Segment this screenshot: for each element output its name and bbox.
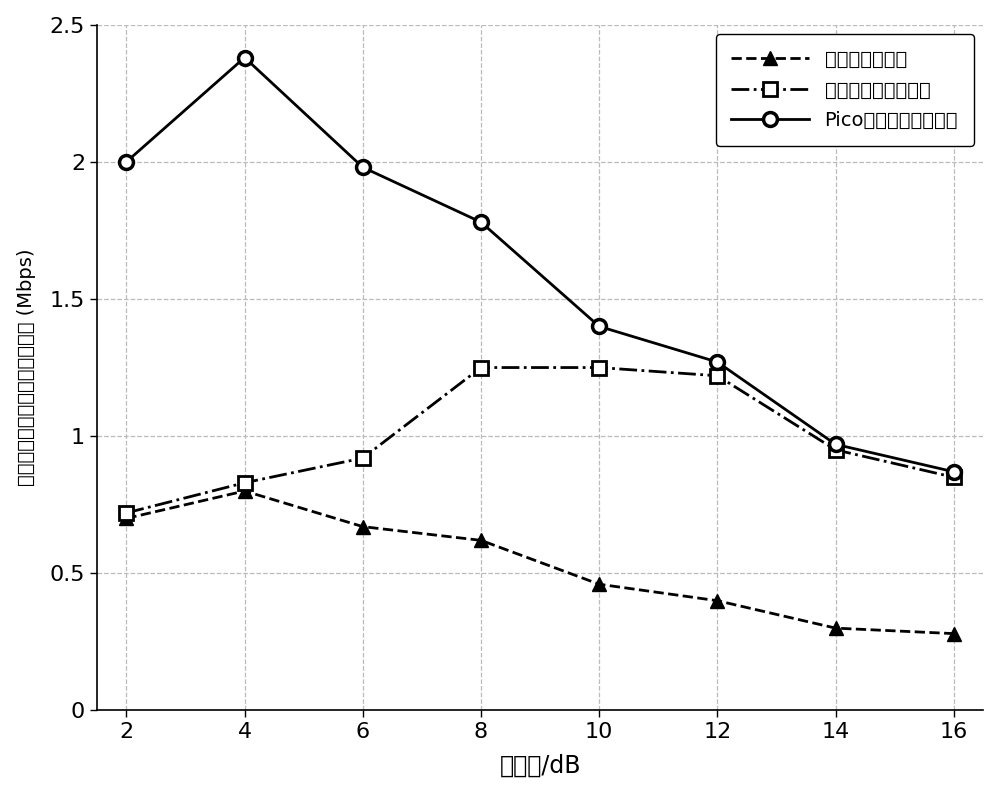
Legend: 无干扰管理方法, 宏基站功率降低方法, Pico基站功率提高方法: 无干扰管理方法, 宏基站功率降低方法, Pico基站功率提高方法 — [716, 34, 974, 146]
无干扰管理方法 — [830, 623, 842, 633]
宏基站功率降低方法 — [357, 453, 369, 463]
无干扰管理方法 — [593, 580, 605, 589]
Line: Pico基站功率提高方法: Pico基站功率提高方法 — [119, 51, 961, 479]
Line: 无干扰管理方法: 无干扰管理方法 — [119, 484, 961, 641]
宏基站功率降低方法 — [948, 472, 960, 482]
Pico基站功率提高方法 — [357, 163, 369, 172]
宏基站功率降低方法 — [830, 445, 842, 455]
宏基站功率降低方法 — [239, 478, 251, 488]
Line: 宏基站功率降低方法: 宏基站功率降低方法 — [119, 360, 961, 520]
宏基站功率降低方法 — [120, 508, 132, 518]
无干扰管理方法 — [120, 514, 132, 523]
X-axis label: 偏置值/dB: 偏置值/dB — [499, 754, 581, 777]
无干扰管理方法 — [475, 536, 487, 545]
无干扰管理方法 — [357, 522, 369, 531]
Pico基站功率提高方法 — [120, 157, 132, 167]
宏基站功率降低方法 — [711, 371, 723, 380]
宏基站功率降低方法 — [593, 363, 605, 372]
无干扰管理方法 — [239, 486, 251, 495]
Pico基站功率提高方法 — [475, 218, 487, 227]
无干扰管理方法 — [948, 629, 960, 638]
Y-axis label: 小区范围扩展用户的平均吸吐量 (Mbps): 小区范围扩展用户的平均吸吐量 (Mbps) — [17, 249, 36, 486]
无干扰管理方法 — [711, 596, 723, 606]
Pico基站功率提高方法 — [239, 53, 251, 63]
宏基站功率降低方法 — [475, 363, 487, 372]
Pico基站功率提高方法 — [593, 322, 605, 331]
Pico基站功率提高方法 — [711, 357, 723, 367]
Pico基站功率提高方法 — [948, 467, 960, 476]
Pico基站功率提高方法 — [830, 440, 842, 449]
